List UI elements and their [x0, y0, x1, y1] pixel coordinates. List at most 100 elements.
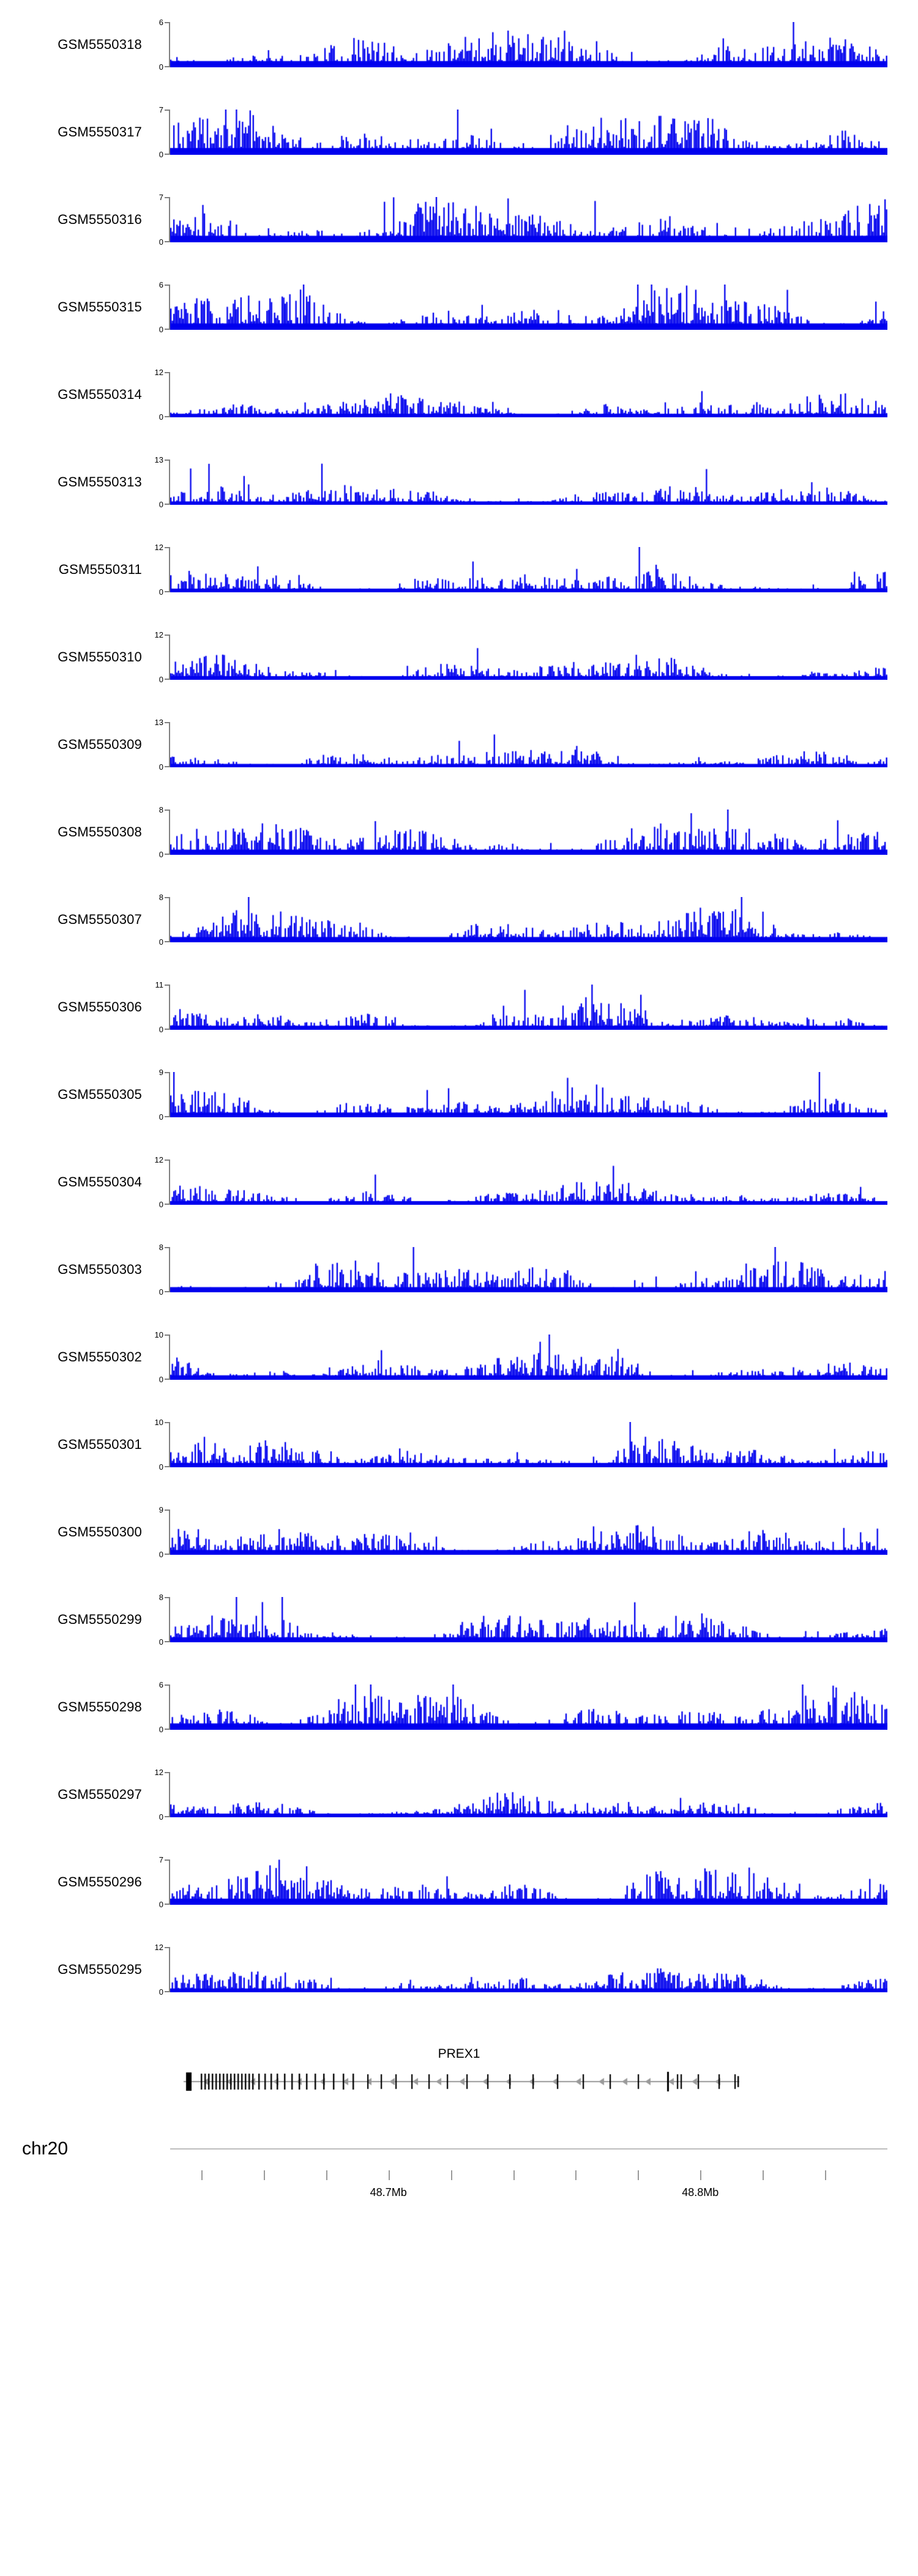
track-label: GSM5550297	[58, 1787, 142, 1802]
coverage-histogram	[170, 897, 887, 942]
y-axis-min-label: 0	[159, 1112, 163, 1122]
coverage-histogram	[170, 1859, 887, 1905]
y-axis-max-label: 10	[154, 1418, 163, 1427]
track-plot-area: 13 0	[153, 718, 887, 771]
coverage-histogram	[170, 197, 887, 242]
coverage-histogram	[170, 372, 887, 417]
chromosome-axis-track: chr20 48.7Mb 48.8Mb	[0, 2127, 918, 2219]
track-label: GSM5550303	[58, 1262, 142, 1277]
y-axis-tick-max	[165, 1859, 170, 1861]
track-label: GSM5550296	[58, 1874, 142, 1889]
axis-major-tick	[700, 2170, 702, 2180]
coverage-histogram	[170, 1684, 887, 1730]
track-label: GSM5550300	[58, 1524, 142, 1539]
y-axis-tick-min	[165, 1291, 170, 1292]
axis-tick	[638, 2170, 640, 2180]
coverage-track: GSM5550307 8 0	[0, 893, 918, 946]
coverage-canvas	[170, 897, 887, 942]
y-axis-line	[169, 1859, 170, 1905]
y-axis-tick-max	[165, 635, 170, 636]
y-axis-tick-max	[165, 22, 170, 23]
y-axis-tick-min	[165, 679, 170, 680]
coverage-canvas	[170, 1772, 887, 1817]
y-axis: 11 0	[153, 981, 170, 1033]
coverage-canvas	[170, 285, 887, 330]
chromosome-label: chr20	[22, 2139, 69, 2159]
y-axis: 12 0	[153, 1156, 170, 1208]
coverage-histogram	[170, 1247, 887, 1292]
coverage-histogram	[170, 1160, 887, 1205]
y-axis-min-label: 0	[159, 62, 163, 72]
coverage-canvas	[170, 22, 887, 67]
coverage-track: GSM5550306 11 0	[0, 981, 918, 1033]
coverage-histogram	[170, 1597, 887, 1642]
y-axis-tick-min	[165, 1729, 170, 1730]
y-axis-tick-min	[165, 941, 170, 942]
y-axis-line	[169, 722, 170, 767]
coverage-canvas	[170, 985, 887, 1030]
y-axis-line	[169, 372, 170, 417]
y-axis-line	[169, 1160, 170, 1205]
gene-annotation-track: PREX1	[0, 2047, 918, 2114]
coverage-histogram	[170, 1422, 887, 1467]
y-axis-max-label: 8	[159, 893, 163, 902]
y-axis-min-label: 0	[159, 1462, 163, 1472]
axis-major-tick	[388, 2170, 390, 2180]
track-label: GSM5550304	[58, 1174, 142, 1189]
y-axis-min-label: 0	[159, 412, 163, 422]
axis-tick	[450, 2170, 452, 2180]
coverage-canvas	[170, 1859, 887, 1905]
track-plot-area: 11 0	[153, 981, 887, 1033]
coverage-canvas	[170, 722, 887, 767]
coverage-track: GSM5550297 12 0	[0, 1768, 918, 1821]
y-axis-line	[169, 635, 170, 680]
y-axis-min-label: 0	[159, 1287, 163, 1297]
y-axis-max-label: 10	[154, 1330, 163, 1339]
y-axis-min-label: 0	[159, 237, 163, 247]
track-label: GSM5550298	[58, 1699, 142, 1714]
y-axis-tick-min	[165, 1379, 170, 1380]
y-axis-min-label: 0	[159, 1550, 163, 1559]
y-axis-tick-max	[165, 547, 170, 548]
coverage-canvas	[170, 1509, 887, 1555]
track-label: GSM5550313	[58, 474, 142, 490]
y-axis-max-label: 6	[159, 1680, 163, 1689]
y-axis-line	[169, 1597, 170, 1642]
coverage-track: GSM5550315 6 0	[0, 281, 918, 333]
y-axis-min-label: 0	[159, 675, 163, 684]
coverage-canvas	[170, 460, 887, 505]
y-axis-line	[169, 1684, 170, 1730]
axis-tick	[201, 2170, 203, 2180]
axis-tick	[513, 2170, 515, 2180]
coverage-canvas	[170, 1072, 887, 1117]
y-axis-min-label: 0	[159, 500, 163, 509]
y-axis-min-label: 0	[159, 937, 163, 947]
y-axis-max-label: 12	[154, 1943, 163, 1952]
track-label: GSM5550299	[58, 1612, 142, 1627]
y-axis-tick-max	[165, 897, 170, 898]
coverage-track: GSM5550317 7 0	[0, 106, 918, 158]
track-label: GSM5550309	[58, 737, 142, 752]
y-axis-tick-max	[165, 1772, 170, 1773]
track-label: GSM5550314	[58, 387, 142, 402]
y-axis-max-label: 8	[159, 1593, 163, 1602]
coverage-track: GSM5550296 7 0	[0, 1856, 918, 1908]
track-label: GSM5550310	[58, 649, 142, 664]
y-axis-tick-max	[165, 722, 170, 723]
y-axis-max-label: 6	[159, 280, 163, 289]
axis-tick	[263, 2170, 265, 2180]
y-axis-tick-min	[165, 416, 170, 417]
y-axis-tick-min	[165, 1904, 170, 1905]
y-axis-tick-max	[165, 110, 170, 111]
coverage-canvas	[170, 635, 887, 680]
